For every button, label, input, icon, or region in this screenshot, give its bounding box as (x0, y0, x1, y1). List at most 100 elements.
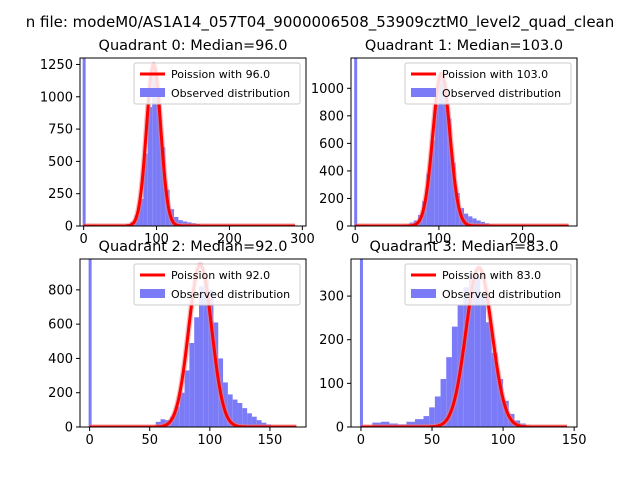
histogram-bar (256, 420, 262, 427)
y-tick-label: 1000 (311, 82, 344, 97)
histogram-bar (179, 392, 185, 427)
legend-hist-label: Observed distribution (171, 87, 290, 100)
legend-box (404, 62, 572, 105)
axes-frame (350, 57, 578, 227)
y-tick-label: 1250 (40, 58, 73, 73)
histogram-bar (251, 416, 257, 427)
histogram-bar (174, 406, 180, 427)
x-tick-label: 0 (357, 433, 365, 448)
y-tick-label: 0 (65, 220, 73, 235)
histogram-bar (178, 220, 183, 226)
x-tick-label: 0 (351, 232, 359, 247)
quadrant-2-panel: Quadrant 2: Median=92.0 0 50 100 150 0 200 400 6… (48, 239, 307, 448)
y-tick-label: 0 (336, 220, 344, 235)
y-tick-label: 200 (319, 192, 344, 207)
histogram-bar (440, 379, 447, 427)
y-tick-label: 200 (319, 333, 344, 348)
legend: Poission with 83.0 Observed distribution (404, 263, 572, 306)
x-tick-label: 150 (258, 433, 283, 448)
x-tick-label: 200 (510, 232, 535, 247)
histogram-bar (468, 274, 475, 427)
histogram-bar-zero (359, 259, 363, 427)
legend-fit-label: Poission with 96.0 (171, 68, 270, 81)
histogram-bar (199, 286, 204, 427)
histogram-bar (414, 419, 424, 427)
y-tick-label: 0 (65, 421, 73, 436)
histogram-bar (247, 413, 252, 427)
histogram-bar (156, 89, 161, 226)
legend-box (404, 263, 572, 306)
legend-box (133, 263, 301, 306)
legend-hist-label: Observed distribution (442, 87, 561, 100)
histogram-bar (429, 407, 435, 427)
histogram-bar (194, 317, 200, 427)
histogram-bar (232, 399, 238, 427)
legend-hist-swatch (411, 289, 436, 298)
x-tick-label: 0 (80, 232, 88, 247)
y-tick-label: 100 (319, 377, 344, 392)
legend-hist-label: Observed distribution (442, 288, 561, 301)
x-tick-label: 150 (562, 433, 587, 448)
histogram-bar (430, 140, 435, 226)
x-tick-label: 50 (424, 433, 441, 448)
histogram-bar (474, 276, 481, 427)
y-tick-label: 1000 (40, 90, 73, 105)
x-tick-label: 300 (290, 232, 315, 247)
x-tick-label: 100 (144, 232, 169, 247)
histogram-bar (147, 107, 153, 226)
panel-title: Quadrant 0: Median=96.0 (99, 38, 288, 54)
x-tick-label: 100 (197, 433, 222, 448)
legend-fit-label: Poission with 92.0 (171, 269, 270, 282)
panel-data-layer (353, 58, 571, 226)
legend-hist-swatch (140, 289, 165, 298)
histogram-bar (438, 74, 444, 226)
histogram-bar-zero (88, 259, 92, 427)
histogram-bar (242, 408, 248, 427)
histogram-bar (208, 289, 214, 427)
panel-title: Quadrant 1: Median=103.0 (365, 38, 563, 54)
figure-suptitle: n file: modeM0/AS1A14_057T04_9000006508_… (26, 13, 615, 32)
axes-frame (350, 258, 578, 428)
histogram-bar (237, 403, 243, 427)
x-tick-label: 200 (217, 232, 242, 247)
axes-frame (79, 57, 307, 227)
histogram-bar (468, 216, 473, 226)
y-tick-label: 400 (48, 352, 73, 367)
histogram-bar (463, 287, 469, 427)
y-tick-label: 800 (319, 109, 344, 124)
histogram-bar (152, 69, 157, 226)
y-tick-label: 400 (319, 164, 344, 179)
histogram-bar (447, 118, 452, 226)
histogram-bar (472, 218, 477, 226)
histogram-bar (491, 352, 498, 427)
y-tick-label: 0 (336, 421, 344, 436)
histogram-bar (480, 296, 487, 427)
x-tick-label: 100 (426, 232, 451, 247)
legend-hist-swatch (140, 88, 165, 97)
legend-hist-swatch (411, 88, 436, 97)
quadrant-0-panel: Quadrant 0: Median=96.0 0 100 200 300 0 250 500… (40, 38, 315, 247)
histogram-bar (139, 198, 144, 226)
y-tick-label: 600 (319, 137, 344, 152)
legend: Poission with 103.0 Observed distribution (404, 62, 572, 105)
y-tick-label: 800 (48, 283, 73, 298)
histogram-bar (443, 81, 448, 226)
histogram-bar (143, 153, 148, 226)
histogram-bar (160, 419, 166, 427)
y-tick-label: 200 (48, 386, 73, 401)
legend: Poission with 96.0 Observed distribution (133, 62, 301, 105)
legend-box (133, 62, 301, 105)
quadrant-1-panel: Quadrant 1: Median=103.0 0 100 200 0 200 400 60… (311, 38, 578, 247)
panel-title: Quadrant 3: Median=83.0 (370, 239, 559, 255)
panel-title: Quadrant 2: Median=92.0 (99, 239, 288, 255)
x-tick-label: 50 (141, 433, 158, 448)
histogram-bar (184, 370, 190, 427)
poisson-fit-line (354, 71, 570, 226)
histogram-bar (203, 279, 209, 427)
y-tick-label: 250 (48, 187, 73, 202)
histogram-bar (426, 173, 431, 226)
histogram-bar (227, 394, 233, 427)
histogram-bar (451, 162, 456, 226)
x-tick-label: 0 (85, 433, 93, 448)
